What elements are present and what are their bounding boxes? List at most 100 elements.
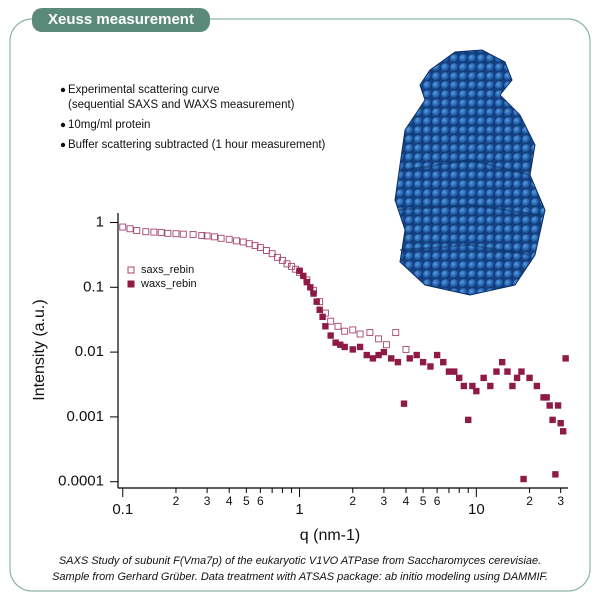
data-point: [296, 267, 303, 274]
x-tick-label: 1: [295, 501, 303, 518]
data-point: [251, 242, 259, 250]
data-point: [327, 332, 334, 339]
data-point: [440, 358, 447, 366]
data-point: [493, 368, 500, 375]
data-point: [349, 346, 356, 353]
note: Experimental scattering curve: [68, 84, 219, 96]
data-point: [509, 382, 516, 390]
data-point: [549, 416, 556, 424]
data-point: [307, 284, 314, 291]
data-point: [172, 230, 180, 238]
data-point: [225, 235, 233, 243]
data-point: [322, 323, 329, 330]
data-point: [394, 358, 402, 366]
data-point: [520, 475, 527, 483]
x-tick-label: 2: [349, 494, 356, 508]
bullet: [60, 122, 66, 128]
data-point: [433, 351, 441, 359]
data-point: [119, 223, 127, 231]
y-tick-label: 0.01: [75, 343, 104, 360]
data-point: [334, 322, 342, 330]
data-point: [310, 290, 317, 297]
y-tick-label: 0.0001: [58, 473, 104, 490]
note: (sequential SAXS and WAXS measurement): [68, 99, 295, 111]
data-point: [263, 247, 270, 254]
x-tick-label: 5: [420, 494, 427, 508]
protein-model: [394, 49, 546, 296]
x-tick-label: 3: [557, 494, 564, 508]
data-point: [375, 351, 382, 359]
data-point: [239, 238, 247, 246]
data-point: [369, 355, 377, 362]
data-point: [445, 368, 453, 375]
data-point: [126, 225, 134, 233]
data-point: [465, 416, 472, 424]
data-point: [402, 345, 410, 353]
data-point: [363, 351, 370, 359]
legend-marker: [127, 280, 135, 288]
x-tick-label: 2: [526, 494, 533, 508]
data-point: [278, 256, 286, 264]
data-point: [356, 330, 364, 338]
data-point: [388, 355, 395, 362]
data-point: [498, 358, 506, 366]
y-tick-label: 0.1: [83, 278, 104, 295]
data-point: [349, 326, 357, 334]
data-point: [316, 306, 323, 313]
legend-label: saxs_rebin: [141, 264, 194, 276]
data-point: [341, 327, 349, 335]
data-point: [189, 231, 197, 239]
y-tick-label: 0.001: [66, 408, 104, 425]
data-point: [406, 355, 413, 362]
data-point: [546, 402, 553, 409]
data-point: [319, 313, 326, 321]
x-tick-label: 3: [204, 494, 211, 508]
data-point: [469, 382, 476, 390]
data-point: [427, 363, 434, 370]
data-point: [366, 329, 374, 337]
data-point: [233, 237, 240, 245]
data-point: [554, 402, 562, 409]
data-point: [268, 250, 276, 258]
data-point: [150, 228, 158, 236]
data-point: [543, 394, 550, 401]
data-point: [245, 240, 253, 248]
data-point: [526, 374, 533, 382]
title-tab: [32, 8, 210, 32]
x-tick-label: 3: [381, 494, 388, 508]
legend-marker: [127, 266, 135, 274]
bullet: [60, 142, 66, 148]
data-point: [203, 232, 211, 240]
caption-line: Sample from Gerhard Grüber. Data treatme…: [52, 571, 548, 583]
data-point: [455, 374, 463, 382]
data-point: [392, 329, 400, 337]
data-point: [300, 272, 307, 280]
data-point: [313, 298, 320, 305]
x-axis-label: q (nm-1): [300, 527, 360, 544]
data-point: [487, 382, 494, 390]
x-tick-label: 4: [403, 494, 410, 508]
data-point: [217, 234, 225, 242]
protein-shading: [397, 158, 541, 256]
caption-line: SAXS Study of subunit F(Vma7p) of the eu…: [59, 555, 541, 567]
data-point: [559, 428, 567, 435]
y-axis-label: Intensity (a.u.): [31, 299, 48, 400]
x-tick-label: 0.1: [112, 501, 133, 518]
x-tick-label: 5: [243, 494, 250, 508]
data-point: [557, 419, 564, 427]
data-point: [157, 229, 165, 236]
data-point: [375, 335, 383, 343]
data-point: [413, 351, 420, 359]
note: Buffer scattering subtracted (1 hour mea…: [68, 139, 326, 151]
data-point: [518, 368, 525, 375]
data-point: [341, 343, 348, 351]
data-point: [164, 229, 172, 237]
data-point: [332, 339, 339, 346]
title: Xeuss measurement: [48, 11, 194, 28]
data-point: [380, 348, 388, 356]
data-point: [451, 368, 458, 375]
data-point: [473, 387, 480, 395]
data-point: [382, 341, 390, 349]
data-point: [552, 471, 559, 478]
